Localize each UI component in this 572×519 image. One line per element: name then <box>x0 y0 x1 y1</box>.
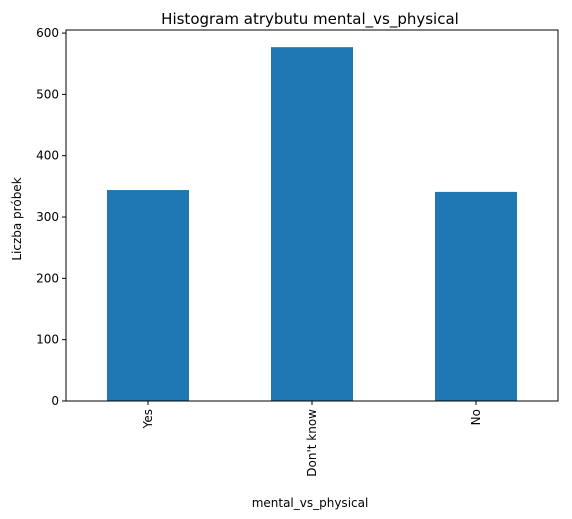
y-tick-label-0: 0 <box>51 394 59 408</box>
chart-title: Histogram atrybutu mental_vs_physical <box>161 10 459 29</box>
y-ticks-group: 0 100 200 300 400 500 600 <box>36 26 66 408</box>
bar-2 <box>435 191 517 401</box>
x-axis-label: mental_vs_physical <box>252 496 369 510</box>
bar-0 <box>107 190 189 401</box>
y-tick-label-4: 400 <box>36 149 59 163</box>
x-tick-label-2: No <box>469 409 483 425</box>
y-tick-label-2: 200 <box>36 271 59 285</box>
y-axis-label: Liczba próbek <box>10 177 24 260</box>
x-tick-label-1: Don't know <box>305 409 319 477</box>
x-tick-label-0: Yes <box>141 409 155 429</box>
bar-1 <box>271 47 353 401</box>
x-ticks-group: Yes Don't know No <box>141 401 483 477</box>
plot-frame <box>65 29 559 402</box>
y-tick-label-3: 300 <box>36 210 59 224</box>
y-tick-label-6: 600 <box>36 26 59 40</box>
y-tick-label-5: 500 <box>36 87 59 101</box>
y-tick-label-1: 100 <box>36 333 59 347</box>
bars-group <box>107 47 517 401</box>
